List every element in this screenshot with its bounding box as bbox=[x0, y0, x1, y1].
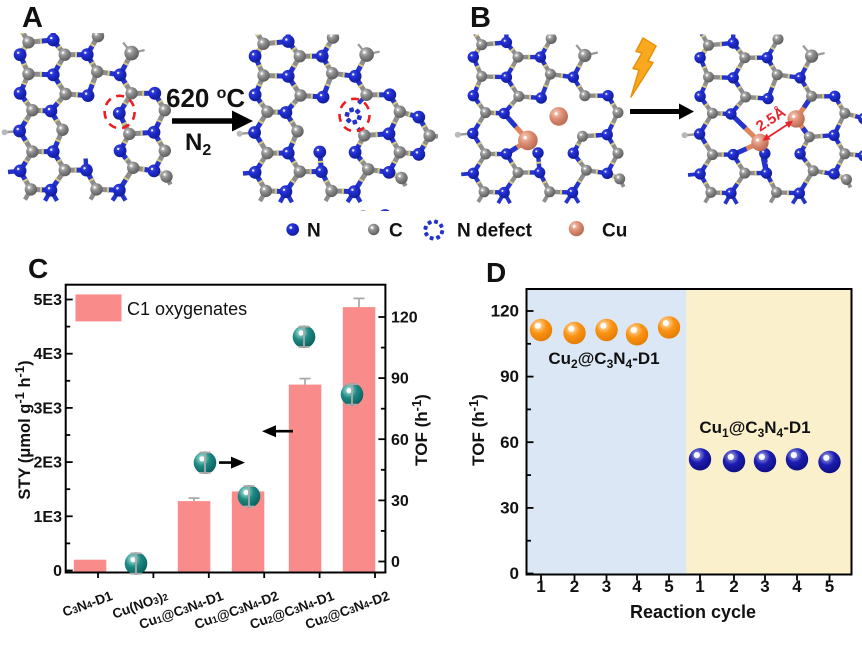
svg-text:1: 1 bbox=[695, 577, 704, 596]
svg-text:D: D bbox=[486, 257, 506, 288]
svg-text:N defect: N defect bbox=[457, 221, 533, 242]
svg-text:5: 5 bbox=[664, 577, 673, 596]
svg-text:0: 0 bbox=[53, 563, 62, 580]
svg-text:3: 3 bbox=[760, 577, 769, 596]
svg-text:30: 30 bbox=[500, 498, 519, 517]
svg-text:620 oC: 620 oC bbox=[166, 83, 245, 113]
svg-text:1: 1 bbox=[536, 577, 545, 596]
svg-text:2: 2 bbox=[729, 577, 738, 596]
svg-text:3: 3 bbox=[602, 577, 611, 596]
svg-text:2E3: 2E3 bbox=[34, 455, 63, 472]
svg-text:C1 oxygenates: C1 oxygenates bbox=[127, 299, 247, 319]
svg-text:30: 30 bbox=[391, 493, 409, 510]
svg-text:Cu1@C3N4-D1: Cu1@C3N4-D1 bbox=[699, 418, 810, 440]
svg-text:0: 0 bbox=[510, 564, 519, 583]
svg-text:60: 60 bbox=[500, 433, 519, 452]
svg-text:B: B bbox=[470, 2, 491, 34]
svg-text:0: 0 bbox=[391, 554, 400, 571]
svg-text:N: N bbox=[307, 221, 321, 242]
svg-text:A: A bbox=[22, 2, 43, 34]
svg-text:4E3: 4E3 bbox=[34, 346, 63, 363]
svg-text:1E3: 1E3 bbox=[34, 509, 63, 526]
svg-text:4: 4 bbox=[632, 577, 642, 596]
svg-text:90: 90 bbox=[500, 367, 519, 386]
svg-text:STY (μmol g-1 h-1): STY (μmol g-1 h-1) bbox=[12, 360, 34, 499]
svg-text:90: 90 bbox=[391, 371, 409, 388]
svg-text:Cu: Cu bbox=[602, 221, 627, 242]
svg-text:120: 120 bbox=[491, 302, 519, 321]
svg-text:60: 60 bbox=[391, 432, 409, 449]
svg-text:Reaction cycle: Reaction cycle bbox=[630, 602, 756, 622]
svg-text:2: 2 bbox=[570, 577, 579, 596]
svg-text:C: C bbox=[389, 221, 403, 242]
svg-text:4: 4 bbox=[792, 577, 802, 596]
svg-text:5: 5 bbox=[825, 577, 834, 596]
svg-text:120: 120 bbox=[391, 310, 418, 327]
svg-text:3E3: 3E3 bbox=[34, 400, 63, 417]
svg-text:Cu2@C3N4-D1: Cu2@C3N4-D1 bbox=[548, 349, 659, 371]
svg-text:C: C bbox=[28, 253, 48, 284]
svg-text:5E3: 5E3 bbox=[34, 292, 63, 309]
